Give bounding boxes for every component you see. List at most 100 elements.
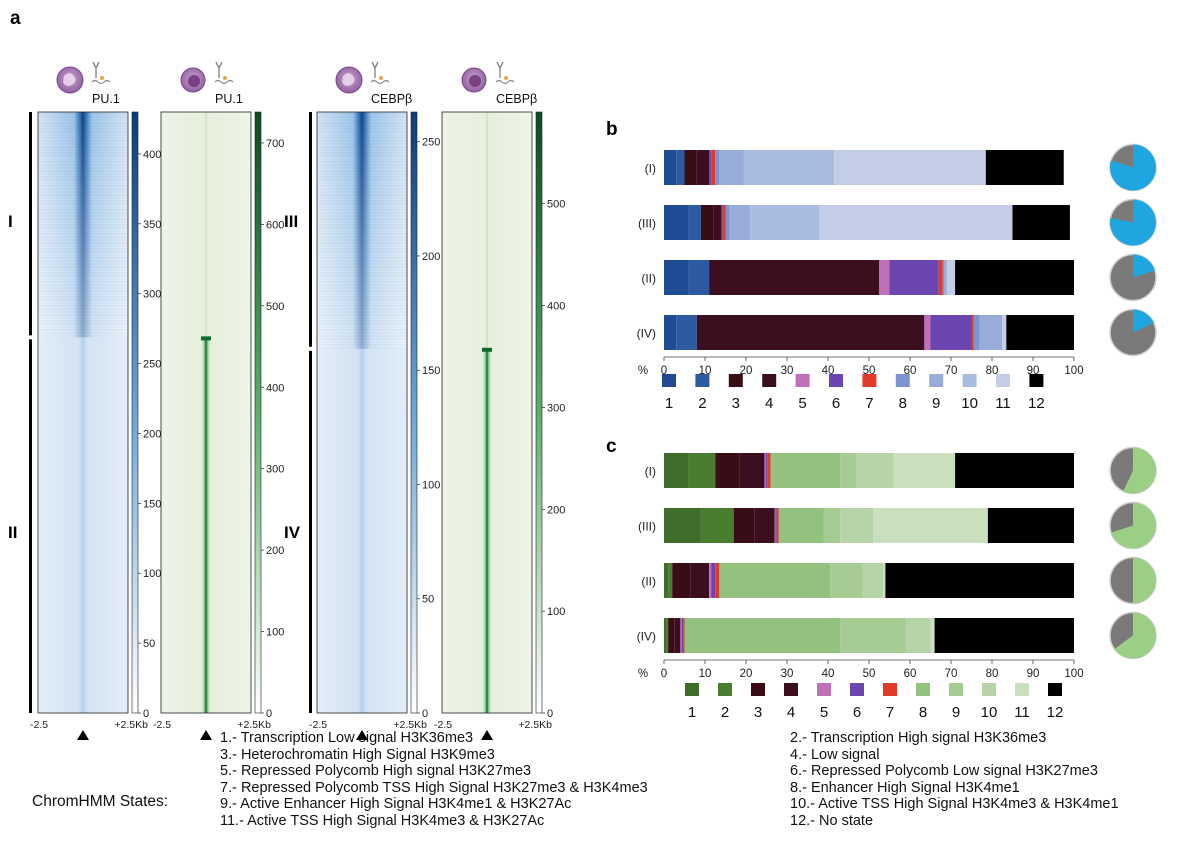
legend-swatch-state-9 (929, 374, 944, 387)
legend-swatch-label: 4 (765, 395, 773, 412)
colorbar-tick-label: 0 (266, 708, 272, 720)
dendritic-cell-icon (461, 67, 487, 93)
heatmap-top-fade (317, 112, 407, 349)
legend-swatch-state-10 (962, 374, 977, 387)
heatmap-axis-left: -2.5 (434, 719, 452, 731)
bar-segment-state-3 (684, 150, 697, 185)
macrophage-cell-icon (56, 66, 84, 94)
panel-label-b: b (606, 119, 618, 140)
bar-category-label: (III) (638, 520, 656, 534)
bar-segment-state-1 (664, 618, 667, 653)
bar-category-label: (IV) (637, 327, 656, 341)
heatmap-faint-center (205, 112, 207, 338)
x-tick-label: 10 (699, 668, 712, 680)
colorbar-tick-label: 300 (547, 402, 565, 414)
legend-swatch-state-5 (817, 683, 831, 696)
legend-swatch-label: 2 (698, 395, 706, 412)
colorbar-tick-label: 50 (143, 638, 155, 650)
bar-segment-state-5 (709, 563, 712, 598)
legend-swatch-state-11 (1015, 683, 1029, 696)
legend-swatch-label: 10 (981, 704, 998, 721)
bar-segment-state-8 (778, 508, 824, 543)
bar-segment-state-12 (934, 618, 1074, 653)
colorbar-tick-label: 50 (422, 594, 434, 606)
pie-slice (1114, 612, 1156, 659)
cluster-label-III: III (284, 212, 298, 231)
bar-segment-state-6 (681, 618, 684, 653)
bar-segment-state-9 (944, 260, 947, 295)
legend-swatch-label: 11 (995, 395, 1011, 412)
legend-swatch-label: 1 (665, 395, 673, 412)
cluster-bar-I (29, 112, 32, 336)
bar-segment-state-5 (924, 315, 931, 350)
bar-segment-state-5 (680, 618, 682, 653)
cluster-label-II: II (8, 523, 17, 542)
legend-swatch-label: 10 (961, 395, 978, 412)
legend-column-odd: 1.- Transcription Low signal H3K36me3 3.… (220, 730, 648, 830)
heatmap-title: CEBPβ (496, 92, 537, 106)
legend-title: ChromHMM States: (32, 793, 169, 810)
bar-segment-state-6 (711, 563, 716, 598)
bar-segment-state-5 (764, 453, 766, 488)
legend-swatch-state-5 (795, 374, 810, 387)
bar-segment-state-9 (719, 150, 744, 185)
bar-segment-state-9 (840, 453, 857, 488)
legend-swatch-label: 11 (1014, 704, 1030, 721)
legend-swatch-label: 6 (832, 395, 840, 412)
bar-segment-state-9 (830, 563, 863, 598)
bar-segment-state-12 (955, 260, 1074, 295)
pie-slice (1133, 557, 1156, 604)
dna-helix (91, 79, 111, 85)
bar-category-label: (I) (645, 465, 656, 479)
legend-swatch-label: 3 (754, 704, 762, 721)
bar-segment-state-4 (674, 618, 681, 653)
x-tick-label: 20 (740, 668, 753, 680)
bar-segment-state-1 (664, 315, 677, 350)
bar-category-label: (III) (638, 217, 656, 231)
legend-swatch-label: 7 (865, 395, 873, 412)
bar-segment-state-8 (725, 205, 730, 240)
legend-swatch-state-12 (1029, 374, 1044, 387)
cell-nucleus (63, 73, 76, 86)
legend-swatch-label: 12 (1028, 395, 1045, 412)
panel-label-a: a (10, 8, 21, 29)
heatmap-2: 0 100 200 300 400 500 600 700 -2.5 +2.5Kb PU.1 (153, 61, 284, 740)
center-triangle-icon (481, 730, 493, 740)
bar-segment-state-1 (664, 453, 689, 488)
legend-swatch-label: 9 (952, 704, 960, 721)
legend-entry: 5.- Repressed Polycomb High signal H3K27… (220, 763, 532, 780)
macrophage-cell-icon (335, 66, 363, 94)
bar-segment-state-6 (930, 315, 972, 350)
bar-segment-state-12 (985, 150, 1064, 185)
heatmap-axis-left: -2.5 (309, 719, 327, 731)
bar-segment-state-7 (938, 260, 943, 295)
bar-segment-state-1 (664, 260, 689, 295)
x-tick-label: 90 (1027, 668, 1040, 680)
cluster-bar-II (29, 339, 32, 713)
heatmap-faint-center (486, 112, 488, 349)
colorbar-tick-label: 100 (143, 568, 161, 580)
bar-segment-state-8 (770, 453, 841, 488)
bar-segment-state-3 (733, 508, 755, 543)
heatmap-signal-cap (482, 347, 492, 352)
colorbar-tick-label: 500 (547, 199, 565, 211)
heatmap-axis-right: +2.5Kb (518, 719, 552, 731)
heatmap-3: 0 50 100 150 200 250 -2.5 +2.5Kb CEBPβ (309, 61, 440, 740)
center-triangle-icon (356, 730, 368, 740)
colorbar-tick-label: 400 (143, 149, 161, 161)
colorbar-tick-label: 0 (422, 708, 428, 720)
antibody-shape (92, 61, 100, 78)
antibody-dna-icon (370, 61, 390, 85)
colorbar (535, 111, 543, 714)
bar-segment-state-8 (719, 563, 831, 598)
colorbar-tick-label: 300 (143, 289, 161, 301)
heatmap-signal-line (201, 337, 211, 713)
x-unit-label: % (638, 365, 648, 377)
bar-segment-state-12 (987, 508, 1074, 543)
bar-segment-state-8 (715, 150, 720, 185)
legend-swatch-state-8 (895, 374, 910, 387)
legend-entry: 11.- Active TSS High Signal H3K4me3 & H3… (220, 812, 545, 829)
cluster-label-I: I (8, 212, 13, 231)
bar-segment-state-1 (664, 563, 669, 598)
